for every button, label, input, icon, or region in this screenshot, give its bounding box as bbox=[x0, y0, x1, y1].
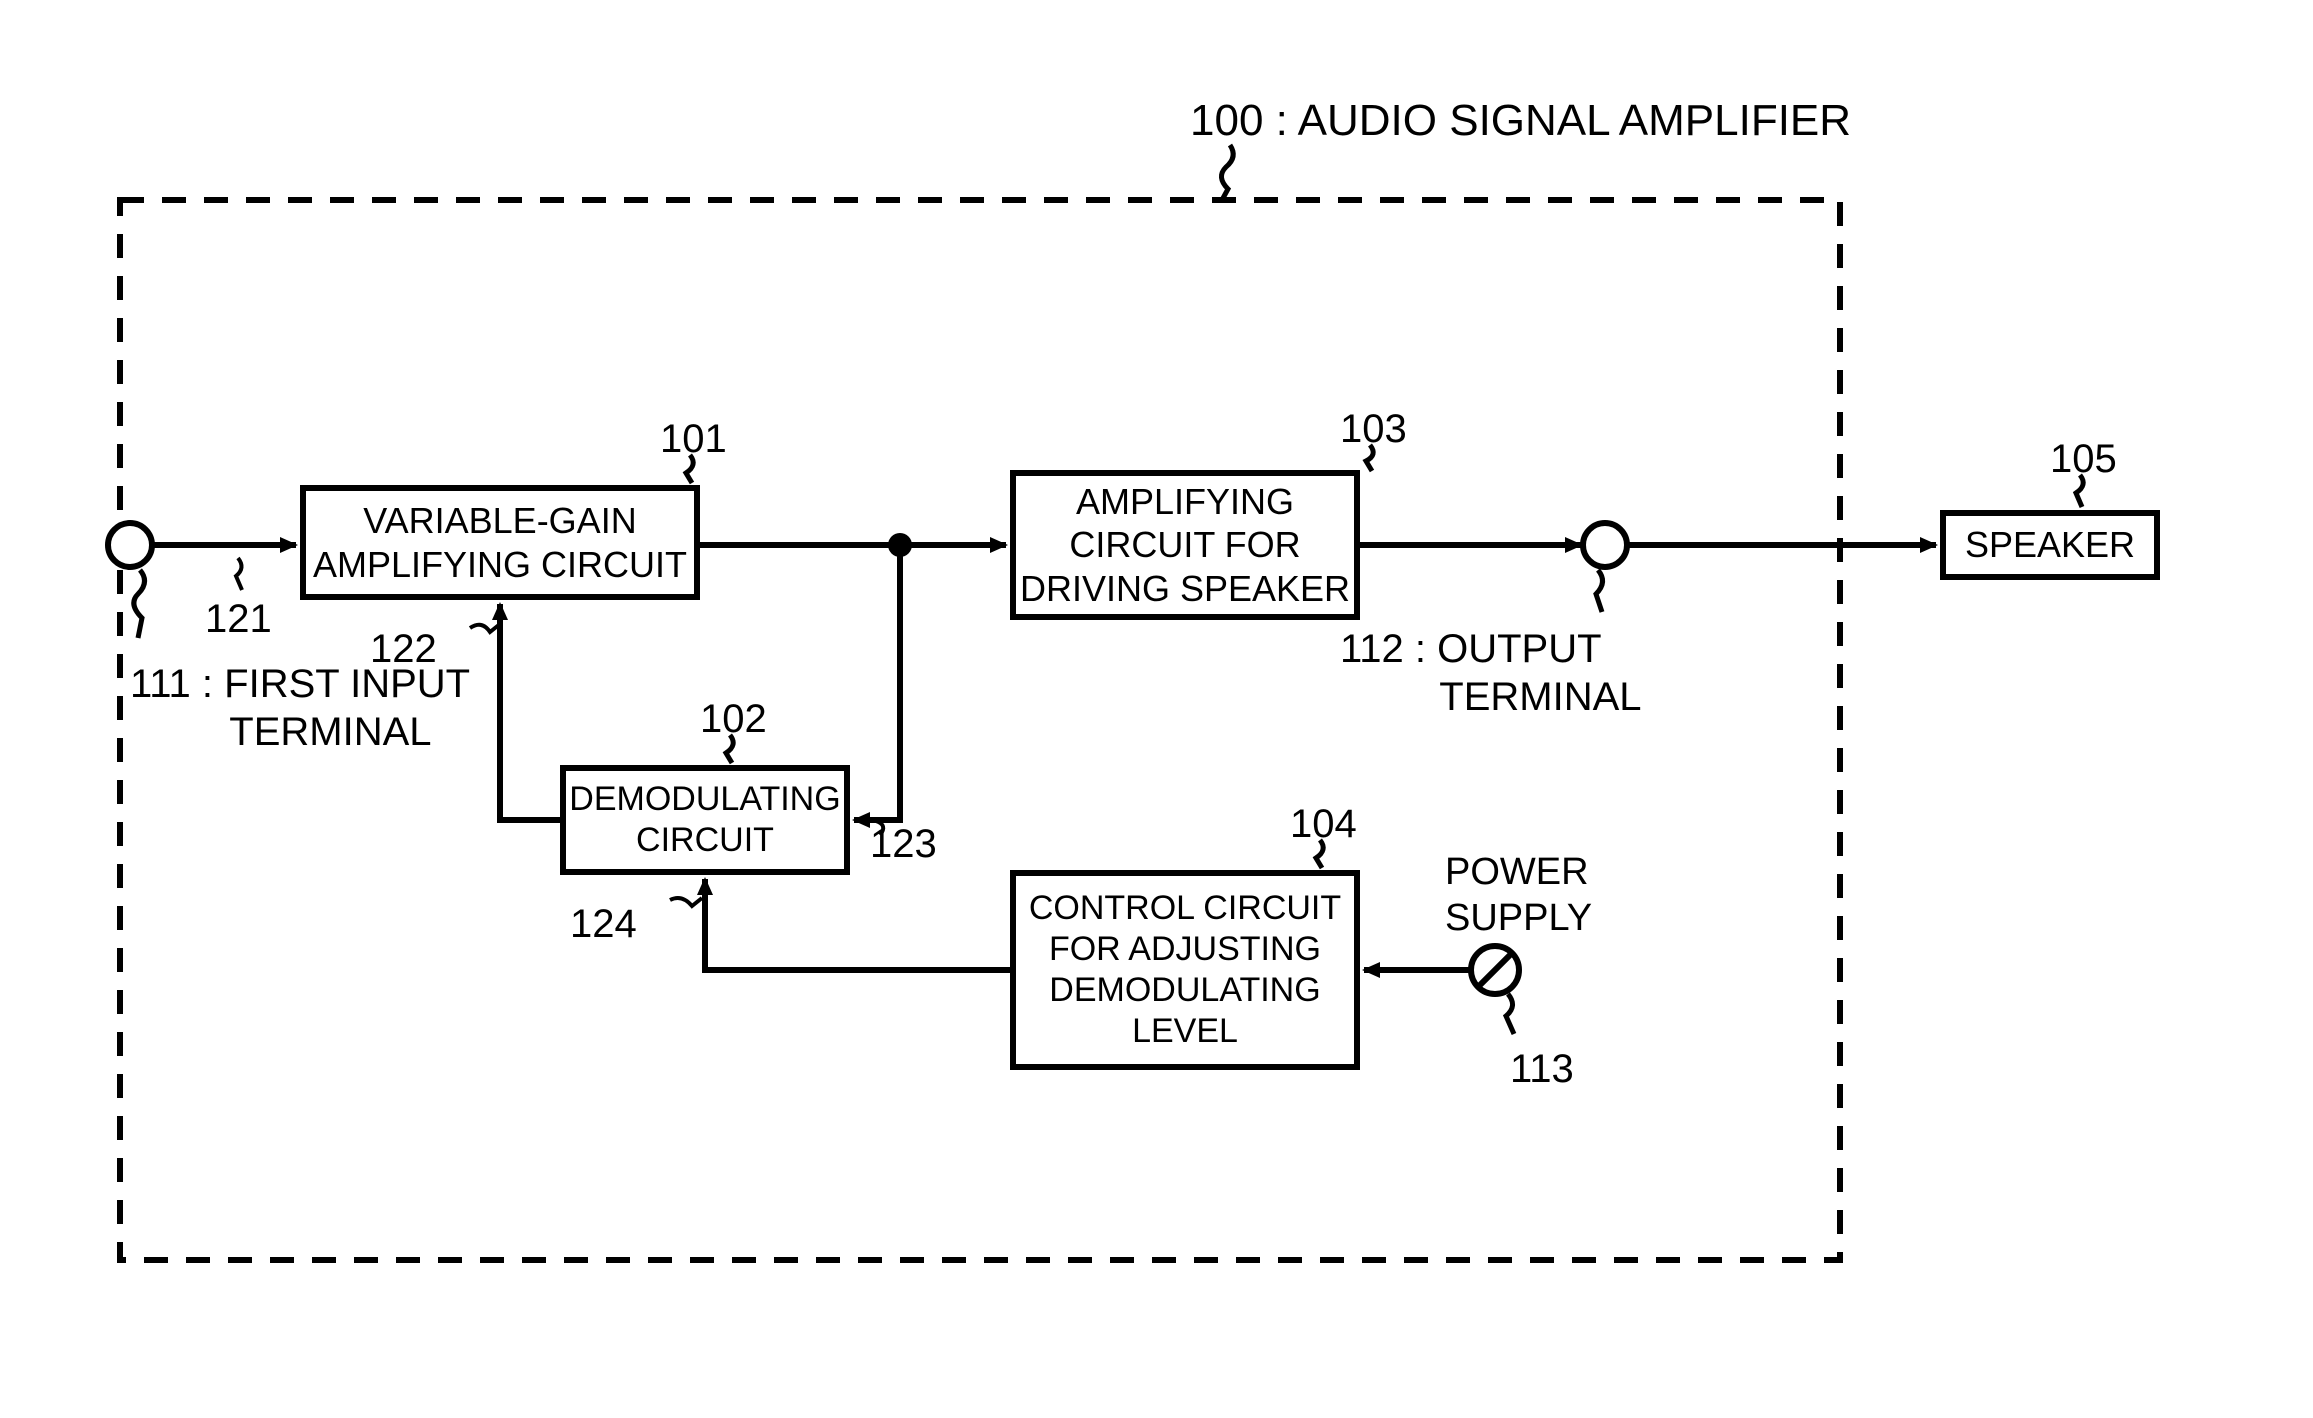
ref-122: 122 bbox=[370, 625, 437, 673]
wire-124 bbox=[705, 879, 1010, 970]
ref-100: 100 : AUDIO SIGNAL AMPLIFIER bbox=[1190, 95, 1851, 148]
block-label: AMPLIFYINGCIRCUIT FORDRIVING SPEAKER bbox=[1020, 480, 1350, 610]
ref-112: 112 : OUTPUT TERMINAL bbox=[1340, 625, 1642, 721]
leader-112 bbox=[1596, 570, 1603, 612]
block-variable-gain-amp: VARIABLE-GAINAMPLIFYING CIRCUIT bbox=[300, 485, 700, 600]
terminal-input bbox=[108, 523, 152, 567]
block-label: CONTROL CIRCUITFOR ADJUSTINGDEMODULATING… bbox=[1029, 888, 1341, 1051]
ref-101: 101 bbox=[660, 415, 727, 463]
ref-105: 105 bbox=[2050, 435, 2117, 483]
block-demodulating-circuit: DEMODULATINGCIRCUIT bbox=[560, 765, 850, 875]
block-control-circuit: CONTROL CIRCUITFOR ADJUSTINGDEMODULATING… bbox=[1010, 870, 1360, 1070]
ref-104: 104 bbox=[1290, 800, 1357, 848]
ref-113-num: 113 bbox=[1510, 1045, 1574, 1093]
ref-124: 124 bbox=[570, 900, 637, 948]
block-label: SPEAKER bbox=[1965, 523, 2135, 566]
terminal-output bbox=[1583, 523, 1627, 567]
ref-103: 103 bbox=[1340, 405, 1407, 453]
ref-102: 102 bbox=[700, 695, 767, 743]
leader-121 bbox=[236, 558, 242, 590]
leader-122 bbox=[470, 624, 500, 632]
leader-113 bbox=[1506, 994, 1514, 1034]
block-label: DEMODULATINGCIRCUIT bbox=[569, 779, 840, 861]
wire-123 bbox=[854, 545, 900, 820]
leader-124 bbox=[670, 898, 702, 906]
wire-122 bbox=[500, 604, 560, 820]
block-label: VARIABLE-GAINAMPLIFYING CIRCUIT bbox=[313, 499, 687, 585]
block-speaker: SPEAKER bbox=[1940, 510, 2160, 580]
leader-111 bbox=[134, 570, 145, 638]
ref-123: 123 bbox=[870, 820, 937, 868]
ref-121: 121 bbox=[205, 595, 272, 643]
leader-100 bbox=[1221, 145, 1233, 200]
ref-113-name: POWERSUPPLY bbox=[1445, 850, 1592, 941]
block-amp-driving-speaker: AMPLIFYINGCIRCUIT FORDRIVING SPEAKER bbox=[1010, 470, 1360, 620]
ref-111: 111 : FIRST INPUT TERMINAL bbox=[130, 660, 470, 756]
